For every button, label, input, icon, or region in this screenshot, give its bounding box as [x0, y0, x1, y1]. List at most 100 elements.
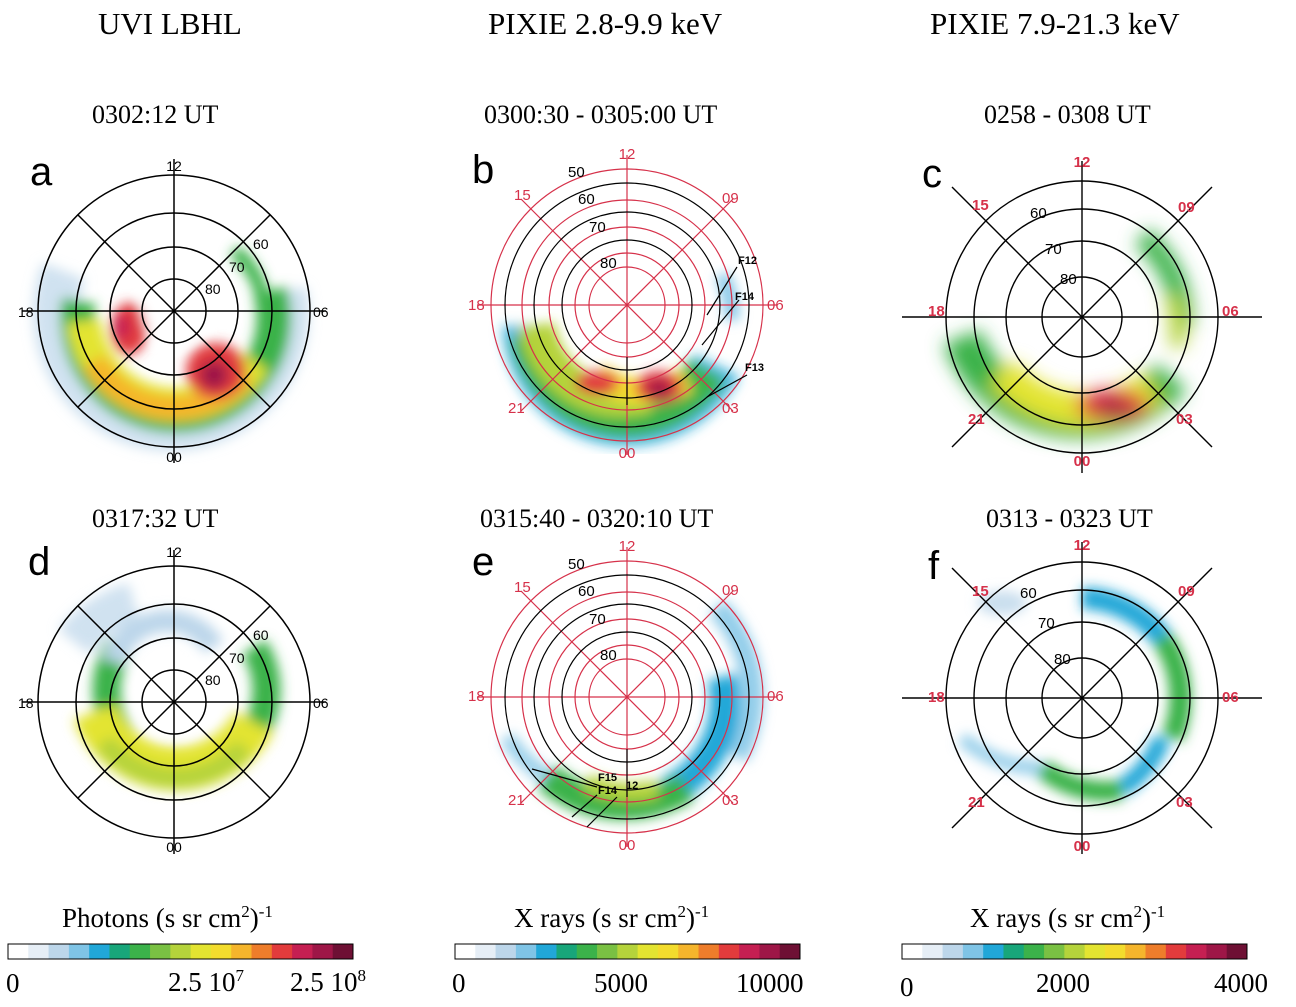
lat-60-d: 60	[253, 627, 269, 643]
mlt-15-c: 15	[972, 197, 989, 214]
colorbar-segment	[515, 944, 537, 959]
mlt-03-b: 03	[722, 400, 739, 417]
colorbar-segment	[1165, 944, 1187, 959]
colorbar-segment	[68, 944, 90, 959]
colorbar-segment	[190, 944, 212, 959]
colorbar-uvi	[7, 943, 354, 960]
mlt-12-e: 12	[619, 538, 636, 555]
mlt-00-b: 00	[619, 445, 636, 462]
colorbar-segment	[718, 944, 740, 959]
colorbar-segment	[1044, 944, 1065, 959]
cbar-tick-uvi-0: 0	[6, 968, 20, 998]
colorbar-segment	[1023, 944, 1045, 959]
sat-label-12-e: 12	[626, 780, 638, 792]
panel-letter-b: b	[472, 148, 495, 192]
colorbar-segment	[332, 944, 354, 959]
colorbar-segment	[475, 944, 497, 959]
mlt-06-d: 06	[313, 695, 329, 711]
sat-label-f14-b: F14	[735, 291, 755, 303]
mlt-12-c: 12	[1074, 154, 1091, 171]
sat-label-f14-e: F14	[598, 785, 618, 797]
cbar-tick-pixie-high-1: 2000	[1036, 968, 1090, 998]
colorbar-segment	[1104, 944, 1126, 959]
cbar-tick-pixie-high-0: 0	[900, 972, 914, 1002]
colorbar-segment	[739, 944, 760, 959]
colorbar-label-uvi: Photons (s sr cm2)-1	[62, 902, 273, 933]
sat-label-f12-b: F12	[738, 255, 757, 267]
colorbar-segment	[292, 944, 313, 959]
mlt-03-c: 03	[1176, 411, 1193, 428]
lat-70-b: 70	[589, 219, 606, 236]
colorbar-segment	[637, 944, 659, 959]
colorbar-segment	[1064, 944, 1086, 959]
panel-letter-f: f	[928, 544, 940, 588]
lat-80-b: 80	[600, 255, 617, 272]
colorbar-segment	[779, 944, 801, 959]
colorbar-segment	[1125, 944, 1147, 959]
aurora-emission-e	[500, 599, 764, 820]
colorbar-segment	[1084, 944, 1106, 959]
mlt-21-f: 21	[968, 794, 985, 811]
mlt-15-b: 15	[514, 187, 531, 204]
time-label-d: 0317:32 UT	[92, 504, 219, 533]
colorbar-segment	[89, 944, 110, 959]
mlt-18-f: 18	[928, 689, 945, 706]
sat-label-f13-b: F13	[745, 362, 764, 374]
satellite-tracks-e	[531, 768, 618, 828]
mlt-06-e: 06	[767, 688, 784, 705]
cbar-tick-pixie-high-2: 4000	[1214, 968, 1268, 998]
time-label-b: 0300:30 - 0305:00 UT	[484, 100, 718, 129]
mlt-03-f: 03	[1176, 794, 1193, 811]
colorbar-segment	[1186, 944, 1207, 959]
colorbar-segment	[109, 944, 131, 959]
colorbar-segment	[455, 944, 476, 959]
mlt-09-e: 09	[722, 582, 739, 599]
mlt-18-a: 18	[18, 304, 34, 320]
time-label-e: 0315:40 - 0320:10 UT	[480, 504, 714, 533]
colorbar-segment	[759, 944, 781, 959]
colorbar-segment	[698, 944, 720, 959]
grid-b-red	[477, 155, 777, 455]
colorbar-segment	[942, 944, 964, 959]
mlt-21-e: 21	[508, 792, 525, 809]
lat-70-a: 70	[229, 259, 245, 275]
lat-80-c: 80	[1060, 271, 1077, 288]
mlt-18-c: 18	[928, 303, 945, 320]
grid-c	[902, 161, 1262, 473]
colorbar-segment	[48, 944, 70, 959]
column-title-pixie-high: PIXIE 7.9-21.3 keV	[930, 6, 1180, 41]
lat-60-a: 60	[253, 236, 269, 252]
colorbar-segment	[28, 944, 50, 959]
mlt-21-b: 21	[508, 400, 525, 417]
sat-label-f15-e: F15	[598, 772, 617, 784]
panel-d	[22, 550, 326, 854]
colorbar-segment	[576, 944, 598, 959]
colorbar-frame	[901, 943, 1248, 960]
aurora-emission-a	[33, 245, 310, 451]
panel-letter-a: a	[30, 150, 53, 194]
grid-e-black	[504, 574, 750, 820]
colorbar-segment	[312, 944, 334, 959]
aurora-emission-f	[957, 587, 1192, 802]
mlt-12-f: 12	[1074, 537, 1091, 554]
lat-80-f: 80	[1054, 651, 1071, 668]
lat-80-d: 80	[205, 672, 221, 688]
lat-60-f: 60	[1020, 585, 1037, 602]
mlt-12-b: 12	[619, 146, 636, 163]
mlt-12-d: 12	[166, 544, 182, 560]
cbar-tick-pixie-low-1: 5000	[594, 968, 648, 998]
colorbar-segment	[170, 944, 192, 959]
time-label-a: 0302:12 UT	[92, 100, 219, 129]
grid-b-black	[504, 182, 750, 428]
lat-50-b: 50	[568, 164, 585, 181]
mlt-09-b: 09	[722, 190, 739, 207]
panel-c	[902, 161, 1262, 473]
colorbar-segment	[536, 944, 557, 959]
colorbar-segment	[1003, 944, 1025, 959]
time-label-f: 0313 - 0323 UT	[986, 504, 1153, 533]
lat-70-f: 70	[1038, 615, 1055, 632]
mlt-18-b: 18	[468, 297, 485, 314]
colorbar-segment	[902, 944, 923, 959]
grid-f	[902, 542, 1262, 854]
mlt-03-e: 03	[722, 792, 739, 809]
